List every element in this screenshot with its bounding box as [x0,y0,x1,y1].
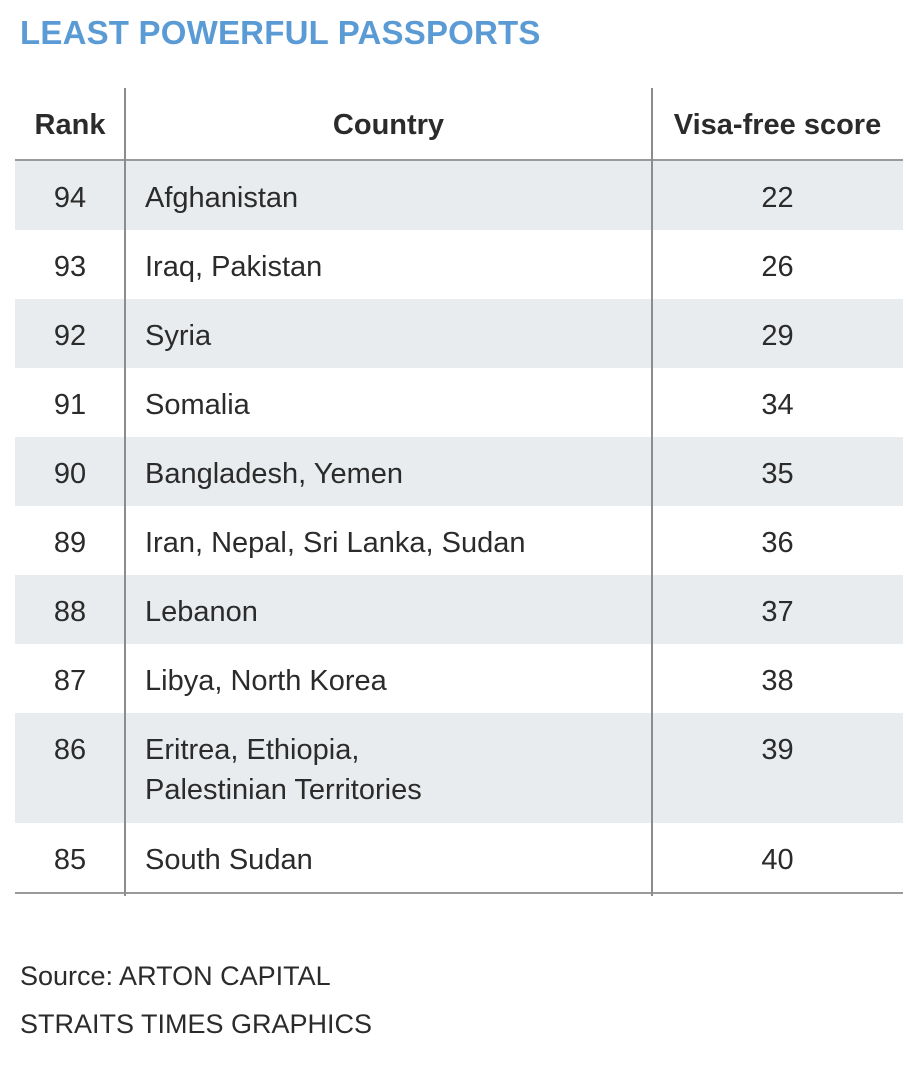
rank-cell: 86 [53,734,87,766]
score-cell: 38 [761,665,794,697]
table-body: 94 Afghanistan 22 93 Iraq, Pakistan 26 92 Syria… [15,161,903,892]
score-cell: 22 [761,182,794,214]
table-row: 93 Iraq, Pakistan 26 [15,230,903,299]
header-score: Visa-free score [673,109,882,141]
passport-table: Rank Country Visa-free score 94 Afghanist… [15,88,903,896]
column-divider-score [651,88,653,896]
rank-cell: 90 [53,458,87,490]
table-row: 88 Lebanon 37 [15,575,903,644]
score-cell: 34 [761,389,794,421]
country-cell: Eritrea, Ethiopia, Palestinian Territori… [145,734,422,806]
score-cell: 37 [761,596,794,628]
table-row: 94 Afghanistan 22 [15,161,903,230]
graphics-credit: STRAITS TIMES GRAPHICS [20,1009,373,1039]
country-cell: Libya, North Korea [145,665,387,697]
footer: Source: ARTON CAPITAL STRAITS TIMES GRAP… [20,952,372,1048]
country-cell: Somalia [145,389,250,421]
table-row: 90 Bangladesh, Yemen 35 [15,437,903,506]
rank-cell: 85 [53,844,87,876]
rank-cell: 93 [53,251,87,283]
country-cell: Syria [145,320,212,352]
score-cell: 40 [761,844,794,876]
country-cell: Lebanon [145,596,258,628]
country-cell: Afghanistan [145,182,299,214]
table-row: 85 South Sudan 40 [15,823,903,892]
chart-title: LEAST POWERFUL PASSPORTS [20,14,541,51]
table-row: 87 Libya, North Korea 38 [15,644,903,713]
country-cell: South Sudan [145,844,313,876]
table-row: 91 Somalia 34 [15,368,903,437]
score-cell: 35 [761,458,794,490]
rank-cell: 87 [53,665,87,697]
rank-cell: 89 [53,527,87,559]
rank-cell: 92 [53,320,87,352]
table-row: 89 Iran, Nepal, Sri Lanka, Sudan 36 [15,506,903,575]
score-cell: 39 [761,734,794,766]
country-cell: Bangladesh, Yemen [145,458,403,490]
header-country: Country [332,109,445,141]
rank-cell: 88 [53,596,87,628]
column-divider-rank [124,88,126,896]
table-row: 86 Eritrea, Ethiopia, Palestinian Territo… [15,713,903,823]
country-cell: Iraq, Pakistan [145,251,323,283]
header-rank: Rank [34,109,106,141]
table-header: Rank Country Visa-free score [15,88,903,161]
source-note: Source: ARTON CAPITAL [20,961,331,991]
table-bottom-rule [15,892,903,894]
table-row: 92 Syria 29 [15,299,903,368]
rank-cell: 94 [53,182,87,214]
score-cell: 29 [761,320,794,352]
score-cell: 26 [761,251,794,283]
score-cell: 36 [761,527,794,559]
country-cell: Iran, Nepal, Sri Lanka, Sudan [145,527,526,559]
rank-cell: 91 [53,389,87,421]
